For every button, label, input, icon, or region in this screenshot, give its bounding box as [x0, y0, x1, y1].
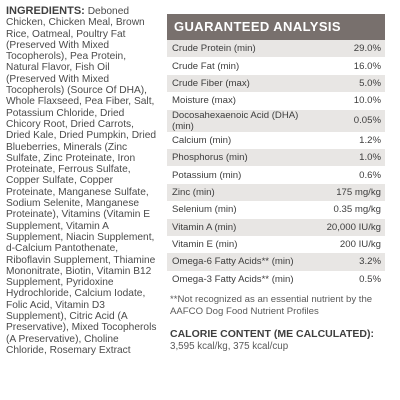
- analysis-row: Vitamin E (min) 200 IU/kg: [167, 235, 385, 254]
- analysis-row-value: 20,000 IU/kg: [321, 218, 385, 236]
- calorie-heading: CALORIE CONTENT (ME CALCULATED):: [170, 328, 374, 341]
- analysis-row-value: 1.0%: [321, 148, 385, 167]
- analysis-row-value: 29.0%: [321, 40, 385, 58]
- analysis-row-label: Selenium (min): [167, 201, 322, 219]
- analysis-row: Crude Fat (min) 16.0%: [167, 57, 385, 75]
- analysis-row: Crude Fiber (max) 5.0%: [167, 74, 385, 93]
- analysis-row: Crude Protein (min) 29.0%: [167, 40, 385, 58]
- analysis-row: Zinc (min) 175 mg/kg: [167, 183, 385, 202]
- analysis-row-label: Phosphorus (min): [167, 148, 322, 167]
- analysis-row: Omega-6 Fatty Acids** (min) 3.2%: [167, 253, 385, 271]
- analysis-row-value: 10.0%: [321, 92, 385, 110]
- analysis-row-value: 0.6%: [321, 166, 385, 184]
- analysis-row-value: 5.0%: [321, 74, 385, 93]
- ingredients-heading: INGREDIENTS:: [6, 5, 85, 17]
- analysis-row-value: 3.2%: [321, 253, 385, 271]
- analysis-row-label: Omega-6 Fatty Acids** (min): [167, 253, 322, 271]
- analysis-row-label: Crude Fat (min): [167, 57, 322, 75]
- analysis-row-value: 1.2%: [321, 131, 385, 149]
- analysis-row-value: 175 mg/kg: [321, 183, 385, 202]
- analysis-row-value: 16.0%: [321, 57, 385, 75]
- ingredients-section: INGREDIENTS: Deboned Chicken, Chicken Me…: [6, 5, 161, 356]
- guaranteed-analysis-heading: GUARANTEED ANALYSIS: [167, 14, 385, 40]
- analysis-row: Phosphorus (min) 1.0%: [167, 148, 385, 167]
- analysis-row: Potassium (min) 0.6%: [167, 166, 385, 184]
- analysis-row: Selenium (min) 0.35 mg/kg: [167, 201, 385, 219]
- analysis-section: GUARANTEED ANALYSIS Crude Protein (min) 2…: [167, 14, 385, 352]
- calorie-value: 3,595 kcal/kg, 375 kcal/cup: [170, 341, 289, 353]
- analysis-row-label: Calcium (min): [167, 131, 322, 149]
- analysis-row-value: 0.5%: [321, 270, 385, 289]
- analysis-row-label: Potassium (min): [167, 166, 322, 184]
- analysis-table: Crude Protein (min) 29.0% Crude Fat (min) 1…: [167, 40, 385, 289]
- analysis-row-value: 200 IU/kg: [321, 235, 385, 254]
- analysis-row-label: Vitamin A (min): [167, 218, 322, 236]
- analysis-row: Vitamin A (min) 20,000 IU/kg: [167, 218, 385, 236]
- analysis-row: Calcium (min) 1.2%: [167, 131, 385, 149]
- analysis-row: Omega-3 Fatty Acids** (min) 0.5%: [167, 270, 385, 289]
- analysis-row-label: Vitamin E (min): [167, 235, 322, 254]
- analysis-row-value: 0.05%: [321, 109, 385, 132]
- analysis-row-label: Omega-3 Fatty Acids** (min): [167, 270, 322, 289]
- ingredients-text: Deboned Chicken, Chicken Meal, Brown Ric…: [6, 6, 157, 356]
- analysis-row-label: Docosahexaenoic Acid (DHA) (min): [167, 109, 322, 132]
- analysis-row: Moisture (max) 10.0%: [167, 92, 385, 110]
- analysis-row-label: Zinc (min): [167, 183, 322, 202]
- analysis-row-label: Crude Protein (min): [167, 40, 322, 58]
- analysis-footnote: **Not recognized as an essential nutrien…: [170, 294, 373, 318]
- analysis-row-value: 0.35 mg/kg: [321, 201, 385, 219]
- analysis-row-label: Crude Fiber (max): [167, 74, 322, 93]
- analysis-row-label: Moisture (max): [167, 92, 322, 110]
- analysis-row: Docosahexaenoic Acid (DHA) (min) 0.05%: [167, 109, 385, 132]
